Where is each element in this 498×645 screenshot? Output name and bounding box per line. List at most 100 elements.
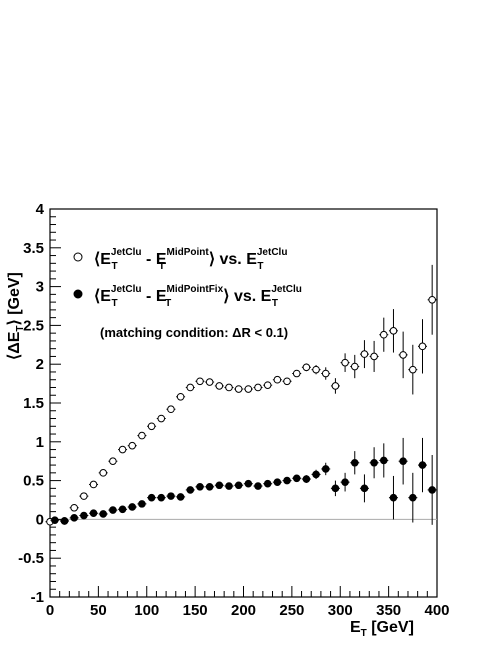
data-point [263,381,272,389]
data-point [99,469,108,477]
data-point [89,480,98,489]
data-point [147,422,156,431]
data-point [331,484,340,493]
data-point [51,516,59,524]
y-tick-label: 4 [36,201,45,218]
legend-label-midpointfix: ⟨EJetClu T - EMidPointFix T ⟩ vs. EJetClu T [94,284,302,309]
data-point [360,350,369,358]
x-tick-label: 50 [90,602,107,619]
data-point [418,342,427,351]
data-point [399,351,407,359]
y-tick-label: 3 [36,279,44,296]
data-point [128,503,137,511]
data-point [379,330,388,339]
data-point [157,414,166,423]
data-point [215,382,224,390]
y-tick-label: 1 [36,434,44,451]
data-point [321,465,330,473]
y-tick-label: 2.5 [23,317,44,334]
y-tick-label: 0 [36,511,44,528]
data-point [302,475,311,483]
x-tick-label: 100 [134,602,159,619]
x-axis-title: ET [GeV] [350,619,414,639]
axis-ticks [49,208,438,598]
data-point [70,514,78,522]
data-point [196,377,204,386]
data-points [45,264,437,526]
data-point [409,493,417,502]
data-point [254,383,262,392]
data-point [176,392,185,401]
data-point [409,365,417,374]
data-point [215,481,224,490]
axis-tick-labels: 0 50 100 150 200 250 300 350 400 -1 -0.5 0 0.5 1 1.5 2 2… [18,201,449,619]
legend-marker-filled-circle [73,289,83,299]
data-point [70,503,78,512]
data-point [225,482,233,490]
data-point [428,486,436,494]
data-point [118,505,127,514]
data-point [138,500,146,508]
data-point [254,482,262,490]
data-point [109,506,117,514]
x-tick-label: 250 [279,602,304,619]
data-point [389,493,398,502]
data-point [283,377,291,386]
data-point [331,382,340,390]
x-tick-label: 200 [231,602,256,619]
data-point [389,327,398,335]
legend: ⟨EJetClu T - EMidPoint T ⟩ vs. EJetClu T ⟨EJ… [73,247,302,340]
data-point [399,457,407,466]
legend-label-midpoint: ⟨EJetClu T - EMidPoint T ⟩ vs. EJetClu T [94,247,287,272]
data-point [128,441,137,450]
data-point [263,479,272,488]
series-midpointfix [50,437,437,525]
data-point [418,461,427,469]
data-point [176,493,185,501]
data-point [138,431,146,440]
data-point [321,369,330,378]
series-midpoint [45,264,437,526]
y-tick-label: -0.5 [18,550,44,567]
data-point [273,478,282,486]
data-point [244,385,253,393]
data-point [186,486,195,494]
data-point [302,363,311,372]
x-tick-label: 350 [376,602,401,619]
data-point [350,458,359,467]
data-point [273,375,282,384]
data-point [80,492,88,500]
y-tick-label: 0.5 [23,473,44,490]
data-point [186,383,195,392]
data-point [60,517,69,525]
y-axis-title: ⟨ΔET⟩ [GeV] [6,272,26,360]
data-point [428,295,436,304]
y-tick-label: -1 [31,589,44,606]
x-tick-label: 400 [424,602,449,619]
data-point [341,478,349,486]
data-point [157,493,166,502]
data-point [147,493,156,502]
data-point [234,385,243,393]
data-point [341,358,349,367]
y-tick-label: 1.5 [23,395,44,412]
x-tick-label: 0 [46,602,54,619]
data-point [205,378,214,386]
data-point [205,483,214,491]
x-tick-label: 300 [328,602,353,619]
data-point [370,458,378,467]
data-point [225,383,233,392]
data-point [350,362,359,371]
matching-condition-annotation: (matching condition: ΔR < 0.1) [100,325,288,340]
legend-marker-open-circle [73,252,83,262]
data-point [283,476,291,485]
y-tick-label: 3.5 [23,240,44,257]
data-point [167,492,175,500]
data-point [370,352,378,361]
data-point [292,369,301,378]
x-tick-label: 150 [183,602,208,619]
data-point [292,474,301,483]
data-point [312,365,320,374]
data-point [360,484,369,493]
